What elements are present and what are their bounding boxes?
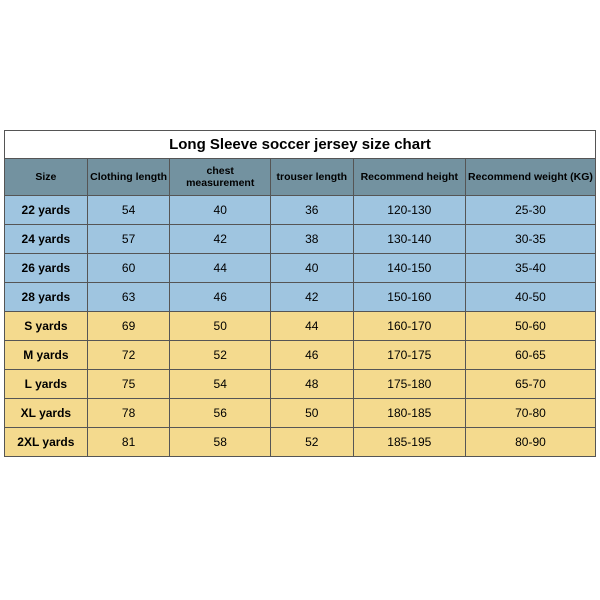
column-header: Recommend weight (KG) (465, 159, 595, 196)
table-row: 26 yards604440140-15035-40 (5, 254, 596, 283)
column-header: trouser length (270, 159, 353, 196)
value-cell: 60 (87, 254, 170, 283)
table-row: L yards755448175-18065-70 (5, 370, 596, 399)
value-cell: 180-185 (353, 399, 465, 428)
value-cell: 170-175 (353, 341, 465, 370)
table-row: 2XL yards815852185-19580-90 (5, 428, 596, 457)
value-cell: 50 (170, 312, 270, 341)
chart-title: Long Sleeve soccer jersey size chart (5, 131, 596, 159)
value-cell: 57 (87, 225, 170, 254)
table-row: M yards725246170-17560-65 (5, 341, 596, 370)
column-header-row: SizeClothing lengthchest measurementtrou… (5, 159, 596, 196)
value-cell: 81 (87, 428, 170, 457)
value-cell: 185-195 (353, 428, 465, 457)
column-header: chest measurement (170, 159, 270, 196)
title-row: Long Sleeve soccer jersey size chart (5, 131, 596, 159)
value-cell: 75 (87, 370, 170, 399)
value-cell: 30-35 (465, 225, 595, 254)
value-cell: 56 (170, 399, 270, 428)
size-chart-table: Long Sleeve soccer jersey size chart Siz… (4, 130, 596, 457)
value-cell: 46 (170, 283, 270, 312)
value-cell: 58 (170, 428, 270, 457)
value-cell: 50-60 (465, 312, 595, 341)
table-row: 22 yards544036120-13025-30 (5, 196, 596, 225)
size-cell: L yards (5, 370, 88, 399)
table-row: S yards695044160-17050-60 (5, 312, 596, 341)
table-row: 24 yards574238130-14030-35 (5, 225, 596, 254)
value-cell: 48 (270, 370, 353, 399)
value-cell: 130-140 (353, 225, 465, 254)
value-cell: 60-65 (465, 341, 595, 370)
column-header: Recommend height (353, 159, 465, 196)
value-cell: 25-30 (465, 196, 595, 225)
size-cell: 2XL yards (5, 428, 88, 457)
value-cell: 120-130 (353, 196, 465, 225)
table-body: 22 yards544036120-13025-3024 yards574238… (5, 196, 596, 457)
value-cell: 36 (270, 196, 353, 225)
value-cell: 44 (170, 254, 270, 283)
size-cell: M yards (5, 341, 88, 370)
value-cell: 72 (87, 341, 170, 370)
value-cell: 150-160 (353, 283, 465, 312)
size-cell: 22 yards (5, 196, 88, 225)
value-cell: 69 (87, 312, 170, 341)
value-cell: 42 (170, 225, 270, 254)
value-cell: 80-90 (465, 428, 595, 457)
size-cell: XL yards (5, 399, 88, 428)
value-cell: 40-50 (465, 283, 595, 312)
value-cell: 52 (270, 428, 353, 457)
table-row: XL yards785650180-18570-80 (5, 399, 596, 428)
column-header: Clothing length (87, 159, 170, 196)
value-cell: 160-170 (353, 312, 465, 341)
value-cell: 54 (170, 370, 270, 399)
value-cell: 40 (170, 196, 270, 225)
value-cell: 78 (87, 399, 170, 428)
size-cell: 24 yards (5, 225, 88, 254)
value-cell: 46 (270, 341, 353, 370)
size-cell: 26 yards (5, 254, 88, 283)
value-cell: 44 (270, 312, 353, 341)
value-cell: 42 (270, 283, 353, 312)
size-cell: 28 yards (5, 283, 88, 312)
value-cell: 40 (270, 254, 353, 283)
value-cell: 38 (270, 225, 353, 254)
value-cell: 175-180 (353, 370, 465, 399)
value-cell: 50 (270, 399, 353, 428)
value-cell: 52 (170, 341, 270, 370)
value-cell: 63 (87, 283, 170, 312)
value-cell: 70-80 (465, 399, 595, 428)
column-header: Size (5, 159, 88, 196)
table-row: 28 yards634642150-16040-50 (5, 283, 596, 312)
size-cell: S yards (5, 312, 88, 341)
value-cell: 65-70 (465, 370, 595, 399)
value-cell: 35-40 (465, 254, 595, 283)
value-cell: 140-150 (353, 254, 465, 283)
value-cell: 54 (87, 196, 170, 225)
